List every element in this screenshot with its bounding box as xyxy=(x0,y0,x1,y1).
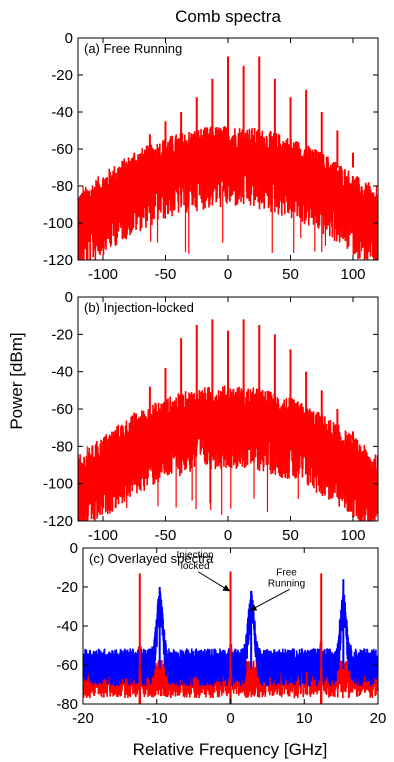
y-axis-label: Power [dBm] xyxy=(7,332,26,429)
panel-b-injection-locked: 0 -20 -40 -60 -80 -100 -120 -100 -50 0 50 100 (b) In… xyxy=(43,289,379,544)
y-tick-label: -60 xyxy=(56,657,78,674)
y-tick-label: -20 xyxy=(56,579,78,596)
x-tick-label: 0 xyxy=(224,266,232,283)
data-layer xyxy=(78,56,378,260)
y-tick-label: 0 xyxy=(65,289,73,306)
x-tick-label: 10 xyxy=(296,710,313,727)
x-tick-label: -50 xyxy=(155,266,177,283)
y-tick-label: -120 xyxy=(43,252,73,269)
x-tick-label: 0 xyxy=(226,710,234,727)
y-tick-label: -100 xyxy=(43,476,73,493)
y-tick-label: -60 xyxy=(51,401,73,418)
annotation-arrow xyxy=(197,571,231,592)
y-tick-label: 0 xyxy=(70,540,78,557)
annotation-arrow xyxy=(249,588,290,611)
y-tick-label: -80 xyxy=(51,178,73,195)
x-tick-label: -100 xyxy=(88,266,118,283)
y-tick-label: -40 xyxy=(56,618,78,635)
x-tick-label: -10 xyxy=(146,710,168,727)
panel-a-free-running: 0 -20 -40 -60 -80 -100 -120 -100 -50 0 50 100 (a) Fr… xyxy=(43,30,379,283)
panel-label: (a) Free Running xyxy=(84,41,182,56)
x-tick-label: -100 xyxy=(88,527,118,544)
x-tick-label: -20 xyxy=(72,710,94,727)
x-axis-label: Relative Frequency [GHz] xyxy=(133,740,328,759)
x-tick-label: 100 xyxy=(340,527,365,544)
x-tick-label: 20 xyxy=(370,710,387,727)
annotation-label: Free Running xyxy=(268,567,305,589)
data-layer xyxy=(78,319,378,521)
y-tick-label: -80 xyxy=(51,438,73,455)
data-layer xyxy=(83,571,378,704)
y-tick-label: 0 xyxy=(65,30,73,47)
y-tick-label: -100 xyxy=(43,215,73,232)
figure-title: Comb spectra xyxy=(175,7,281,26)
y-tick-label: -60 xyxy=(51,141,73,158)
y-tick-label: -20 xyxy=(51,326,73,343)
panel-c-overlayed-spectra: 0-20-40-60-80-20 -10 0 10 20(c) Overlayed sp… xyxy=(56,540,386,727)
panel-label: (c) Overlayed spectra xyxy=(89,551,214,566)
panel-label: (b) Injection-locked xyxy=(84,300,194,315)
y-tick-label: -40 xyxy=(51,104,73,121)
x-tick-label: 50 xyxy=(282,266,299,283)
x-tick-label: -50 xyxy=(155,527,177,544)
noise-floor-series-0 xyxy=(78,126,378,260)
y-tick-label: -120 xyxy=(43,513,73,530)
x-tick-label: 50 xyxy=(282,527,299,544)
x-tick-label: 100 xyxy=(340,266,365,283)
y-tick-label: -40 xyxy=(51,364,73,381)
y-tick-label: -20 xyxy=(51,67,73,84)
annotation-label: Injection locked xyxy=(176,550,213,572)
x-tick-label: 0 xyxy=(224,527,232,544)
y-tick-label: -80 xyxy=(56,696,78,713)
